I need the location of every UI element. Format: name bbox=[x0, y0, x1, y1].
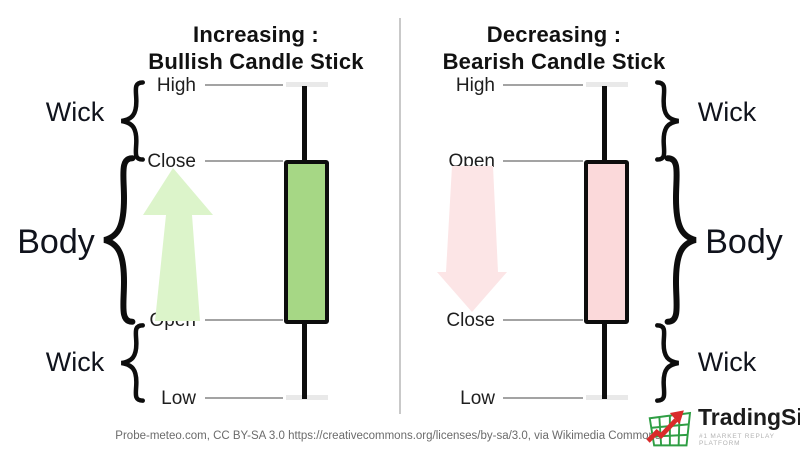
bullish-open-line bbox=[205, 319, 283, 321]
bullish-up-arrow-icon bbox=[143, 168, 213, 321]
bearish-body-label: Body bbox=[705, 223, 783, 261]
bearish-high-label: High bbox=[455, 75, 495, 96]
bullish-low-line bbox=[205, 397, 283, 399]
bullish-lower-wick bbox=[302, 322, 307, 399]
bullish-high-line bbox=[205, 84, 283, 86]
bearish-body-brace bbox=[662, 153, 704, 327]
bullish-title-line2: Bullish Candle Stick bbox=[148, 49, 364, 74]
bearish-down-arrow-shape bbox=[437, 166, 507, 312]
bullish-close-line bbox=[205, 160, 283, 162]
bullish-high-band bbox=[286, 82, 328, 87]
bullish-upper-wick bbox=[302, 86, 307, 162]
bearish-lower-wick-brace bbox=[653, 323, 685, 403]
logo-name: TradingSim bbox=[698, 404, 800, 430]
bearish-high-band bbox=[586, 82, 628, 87]
bearish-candle-body bbox=[584, 160, 629, 324]
bullish-body-brace bbox=[96, 153, 138, 327]
bullish-low-band bbox=[286, 395, 328, 400]
bearish-title: Decreasing : Bearish Candle Stick bbox=[438, 21, 670, 75]
bullish-lower-wick-brace bbox=[115, 323, 147, 403]
bearish-low-line bbox=[503, 397, 583, 399]
bullish-title: Increasing : Bullish Candle Stick bbox=[140, 21, 372, 75]
bullish-upper-wick-label: Wick bbox=[45, 97, 105, 127]
bullish-high-label: High bbox=[156, 75, 196, 96]
bullish-title-line1: Increasing : bbox=[193, 22, 319, 47]
bearish-title-line1: Decreasing : bbox=[486, 22, 622, 47]
bullish-body-label: Body bbox=[17, 223, 95, 261]
logo-arrow-head bbox=[669, 410, 684, 425]
bearish-low-label: Low bbox=[460, 388, 495, 409]
bullish-upper-wick-brace bbox=[115, 80, 147, 162]
bearish-open-line bbox=[503, 160, 583, 162]
bearish-upper-wick-label: Wick bbox=[697, 97, 757, 127]
bearish-lower-wick-label: Wick bbox=[697, 347, 757, 377]
logo-arrow-shaft bbox=[646, 418, 678, 443]
bearish-low-band bbox=[586, 395, 628, 400]
bearish-high-line bbox=[503, 84, 583, 86]
bearish-upper-wick bbox=[602, 86, 607, 162]
attribution-text: Probe-meteo.com, CC BY-SA 3.0 https://cr… bbox=[115, 430, 661, 442]
tradingsim-logo: TradingSim #1 MARKET REPLAY PLATFORM bbox=[642, 402, 800, 448]
bearish-lower-wick bbox=[602, 322, 607, 399]
bullish-low-label: Low bbox=[161, 388, 196, 409]
logo-tagline: #1 MARKET REPLAY PLATFORM bbox=[699, 433, 775, 447]
bullish-lower-wick-label: Wick bbox=[45, 347, 105, 377]
bullish-up-arrow-shape bbox=[143, 168, 213, 321]
bullish-candle-body bbox=[284, 160, 329, 324]
bullish-close-label: Close bbox=[147, 151, 196, 172]
bearish-down-arrow-icon bbox=[437, 166, 507, 312]
panel-divider bbox=[399, 18, 401, 414]
tradingsim-logo-icon bbox=[646, 410, 692, 447]
bearish-close-line bbox=[503, 319, 583, 321]
bearish-upper-wick-brace bbox=[653, 80, 685, 162]
bearish-title-line2: Bearish Candle Stick bbox=[442, 49, 666, 74]
bearish-close-label: Close bbox=[446, 310, 495, 331]
